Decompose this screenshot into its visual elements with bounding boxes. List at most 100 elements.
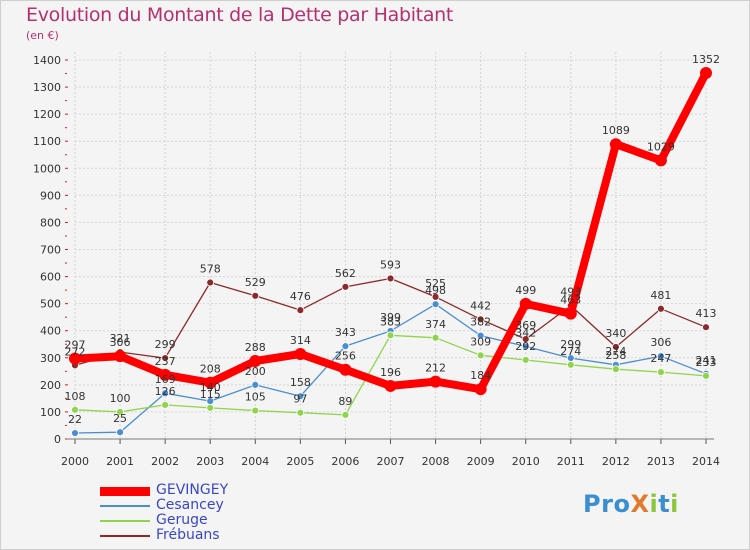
y-tick-label: 200: [40, 379, 61, 392]
data-label: 343: [335, 326, 356, 339]
axes: 0 100 200 300 400 500 600 700 800 900 1000 1100 1200…: [33, 54, 720, 468]
data-label: 498: [425, 284, 446, 297]
data-point: [206, 278, 215, 287]
data-label: 105: [245, 391, 266, 404]
data-point: [296, 306, 305, 315]
data-label: 288: [245, 341, 266, 354]
data-label: 562: [335, 267, 356, 280]
x-tick-label: 2006: [331, 455, 359, 468]
data-label: 1352: [692, 53, 720, 66]
x-tick-label: 2003: [196, 455, 224, 468]
x-tick-label: 2001: [106, 455, 134, 468]
data-label: 499: [515, 284, 536, 297]
data-point: [341, 411, 350, 419]
data-label: 493: [560, 286, 581, 299]
data-point: [296, 392, 305, 401]
data-label: 342: [515, 326, 536, 339]
data-label: 1089: [602, 124, 630, 137]
data-label: 233: [696, 356, 717, 369]
data-point: [161, 354, 170, 362]
x-tick-label: 2008: [422, 455, 450, 468]
data-label: 274: [560, 345, 581, 358]
data-label: 321: [110, 332, 131, 345]
x-tick-label: 2005: [286, 455, 314, 468]
x-tick-label: 2004: [241, 455, 269, 468]
data-label: 97: [293, 393, 307, 406]
data-point: [384, 379, 397, 392]
data-label: 525: [425, 277, 446, 290]
legend-label: Frébuans: [156, 527, 220, 543]
x-tick-label: 2011: [557, 455, 585, 468]
data-point: [71, 405, 79, 414]
chart-subtitle: (en €): [26, 29, 59, 42]
data-point: [161, 400, 170, 409]
data-label: 314: [290, 334, 311, 347]
series-0: [69, 66, 712, 396]
data-label: 369: [515, 319, 536, 332]
data-point: [657, 304, 665, 313]
y-tick-label: 400: [40, 325, 61, 338]
y-tick-label: 1000: [33, 162, 61, 175]
legend-item: GEVINGEY: [100, 483, 360, 498]
series-2: [71, 331, 710, 419]
y-tick-label: 600: [40, 271, 61, 284]
data-point: [206, 403, 215, 412]
x-tick-label: 2007: [377, 455, 405, 468]
data-point: [71, 429, 79, 437]
y-tick-label: 1300: [33, 81, 61, 94]
data-point: [251, 291, 260, 300]
data-point: [386, 274, 395, 283]
data-label: 299: [560, 338, 581, 351]
data-point: [474, 383, 487, 396]
x-tick-label: 2002: [151, 455, 179, 468]
legend-item: Geruge: [100, 513, 360, 528]
grid-lines: [74, 52, 707, 440]
data-label: 306: [650, 336, 671, 349]
proxiti-logo: ProXiti: [583, 490, 679, 518]
data-point: [251, 380, 260, 389]
data-point: [702, 372, 710, 380]
data-point: [204, 376, 217, 389]
data-point: [564, 307, 577, 320]
data-label: 463: [560, 294, 581, 307]
line-chart: 0 100 200 300 400 500 600 700 800 900 1000 1100 1200…: [33, 52, 720, 468]
data-label: 256: [335, 350, 356, 363]
y-tick-label: 300: [40, 352, 61, 365]
data-label: 299: [155, 338, 176, 351]
legend-item: Cesancey: [100, 498, 360, 513]
data-point: [116, 408, 124, 416]
data-label: 126: [155, 385, 176, 398]
x-tick-label: 2013: [647, 455, 675, 468]
data-label: 442: [470, 299, 491, 312]
data-point: [249, 355, 262, 368]
data-label: 274: [605, 345, 626, 358]
data-label: 481: [650, 289, 671, 302]
series-layer: [69, 66, 712, 437]
data-point: [114, 350, 127, 363]
data-label: 158: [290, 376, 311, 389]
legend-label: Cesancey: [156, 497, 224, 513]
y-tick-label: 1200: [33, 108, 61, 121]
y-tick-label: 900: [40, 189, 61, 202]
data-point: [519, 297, 532, 310]
data-label: 108: [65, 390, 86, 403]
legend-swatch: [100, 520, 150, 522]
legend-swatch: [100, 505, 150, 507]
data-point: [429, 375, 442, 388]
data-label: 476: [290, 290, 311, 303]
data-point: [521, 342, 530, 351]
data-label: 115: [200, 388, 221, 401]
y-tick-label: 500: [40, 298, 61, 311]
data-point: [296, 408, 305, 417]
data-label: 529: [245, 276, 266, 289]
data-point: [611, 343, 620, 351]
data-point: [657, 368, 665, 377]
y-tick-label: 0: [54, 433, 61, 446]
data-label: 184: [470, 369, 491, 382]
data-label: 399: [380, 311, 401, 324]
data-point: [702, 323, 710, 332]
data-label: 247: [650, 352, 671, 365]
data-label: 89: [338, 395, 352, 408]
data-point: [476, 315, 485, 324]
